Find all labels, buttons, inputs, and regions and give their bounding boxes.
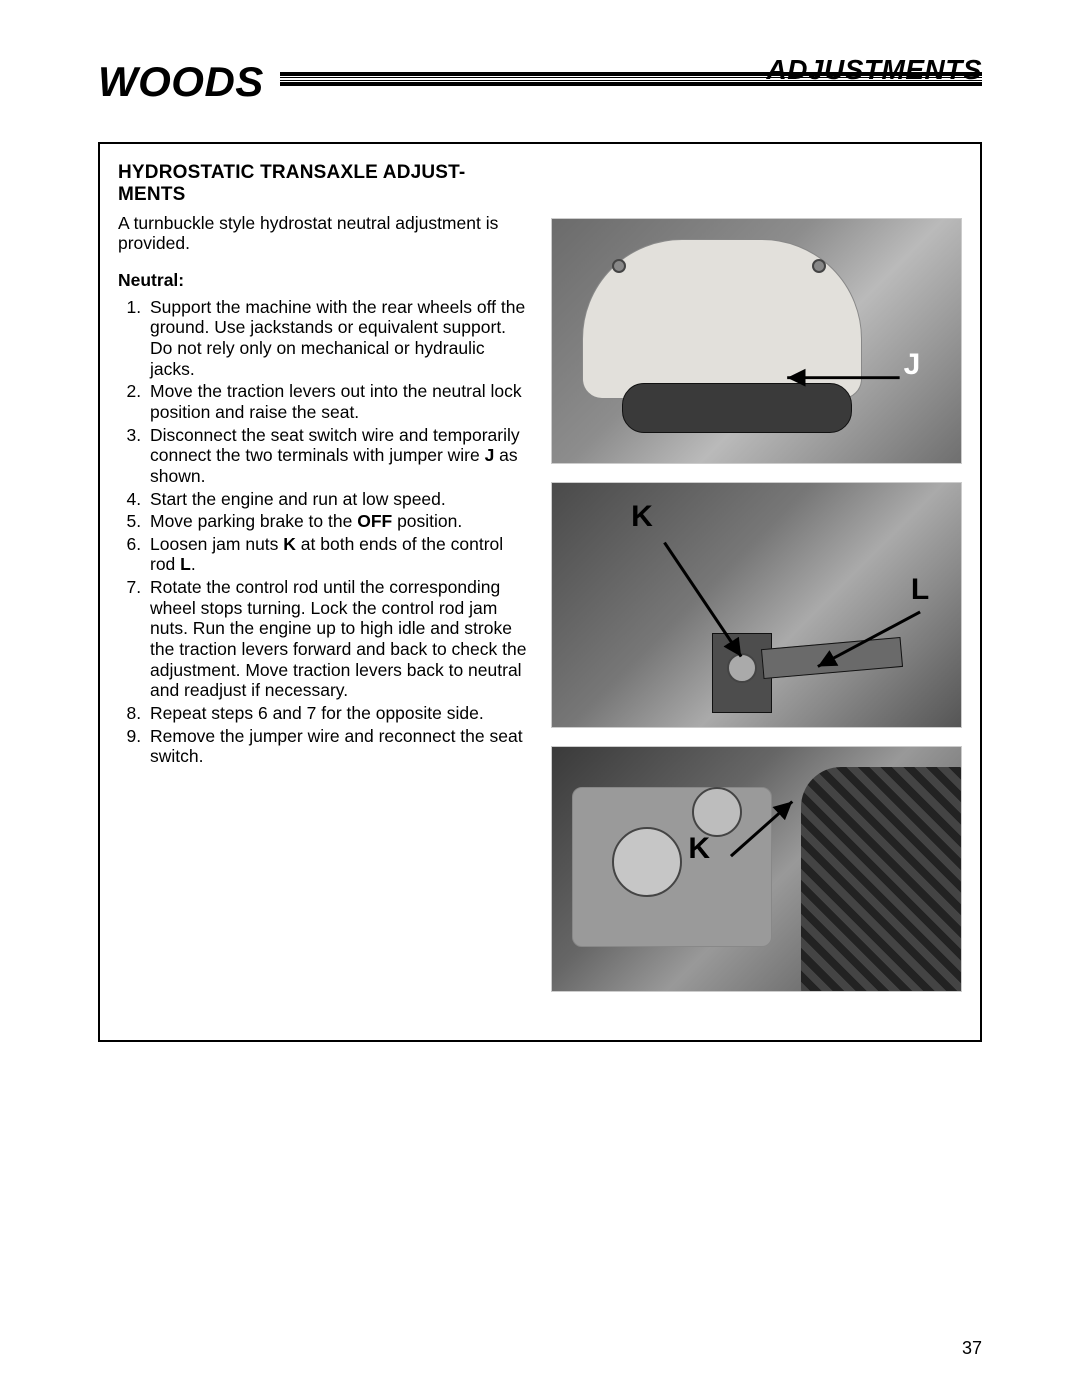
step-item: Start the engine and run at low speed. [146, 489, 529, 510]
step-item: Rotate the control rod until the corresp… [146, 577, 529, 701]
heading-line1: HYDROSTATIC TRANSAXLE ADJUST- [118, 162, 465, 183]
page: ADJUSTMENTS WOODS HYDROSTATIC TRANSAXLE … [0, 0, 1080, 1397]
step-item: Remove the jumper wire and reconnect the… [146, 726, 529, 767]
figure-1-overlay [552, 219, 961, 463]
step-item: Move parking brake to the OFF position. [146, 511, 529, 532]
columns: HYDROSTATIC TRANSAXLE ADJUST- MENTS A tu… [118, 162, 962, 1000]
heading-line2: MENTS [118, 184, 186, 205]
text-column: HYDROSTATIC TRANSAXLE ADJUST- MENTS A tu… [118, 162, 529, 1000]
figure-3-overlay [552, 747, 961, 991]
callout-label: L [911, 573, 929, 607]
content-frame: HYDROSTATIC TRANSAXLE ADJUST- MENTS A tu… [98, 142, 982, 1042]
step-item: Support the machine with the rear wheels… [146, 297, 529, 380]
step-item: Repeat steps 6 and 7 for the opposite si… [146, 703, 529, 724]
intro-paragraph: A turnbuckle style hydrostat neutral adj… [118, 213, 529, 254]
figure-column: J K L [551, 162, 962, 1000]
figure-2-overlay [552, 483, 961, 727]
section-label: ADJUSTMENTS [766, 54, 982, 86]
callout-label: K [688, 832, 710, 866]
figure-1: J [551, 218, 962, 464]
brand-logo: WOODS [98, 58, 276, 106]
figure-3: K [551, 746, 962, 992]
callout-label: K [631, 500, 653, 534]
page-number: 37 [962, 1338, 982, 1359]
figure-2: K L [551, 482, 962, 728]
step-item: Disconnect the seat switch wire and temp… [146, 425, 529, 487]
steps-list: Support the machine with the rear wheels… [118, 297, 529, 767]
subheading: Neutral: [118, 270, 529, 291]
step-item: Loosen jam nuts K at both ends of the co… [146, 534, 529, 575]
callout-label: J [904, 348, 921, 382]
step-item: Move the traction levers out into the ne… [146, 381, 529, 422]
heading: HYDROSTATIC TRANSAXLE ADJUST- MENTS [118, 162, 529, 207]
